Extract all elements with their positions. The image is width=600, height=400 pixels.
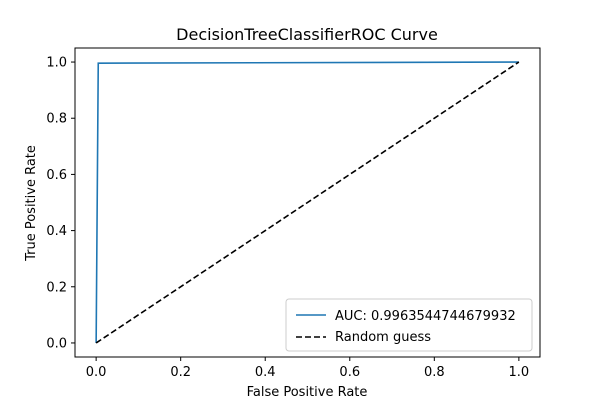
x-tick-label: 0.6 [339,365,360,380]
y-tick-label: 0.8 [46,112,67,127]
chart-title: DecisionTreeClassifierROC Curve [176,25,438,44]
y-tick-label: 0.4 [46,224,67,239]
legend-label-auc: AUC: 0.9963544744679932 [335,309,516,324]
y-tick-label: 0.6 [46,168,67,183]
y-tick-label: 1.0 [46,56,67,71]
x-axis-label: False Positive Rate [247,385,368,400]
x-tick-label: 0.8 [424,365,445,380]
series-line-1 [95,61,520,344]
x-tick-label: 1.0 [509,365,530,380]
legend-box [285,298,533,352]
x-tick-label: 0.2 [170,365,191,380]
legend-label-random-guess: Random guess [335,330,431,345]
x-tick-label: 0.4 [255,365,276,380]
plot-frame [74,47,541,358]
y-axis-ticks: 0.0 0.2 0.4 0.6 0.8 1.0 [46,56,75,351]
y-axis-label: True Positive Rate [24,145,39,262]
plot-lines [95,61,520,344]
x-tick-label: 0.0 [86,365,107,380]
y-tick-label: 0.0 [46,336,67,351]
x-axis-ticks: 0.0 0.2 0.4 0.6 0.8 1.0 [86,357,529,380]
legend: AUC: 0.9963544744679932 Random guess [285,298,533,352]
y-tick-label: 0.2 [46,280,67,295]
series-line-0 [95,61,519,343]
